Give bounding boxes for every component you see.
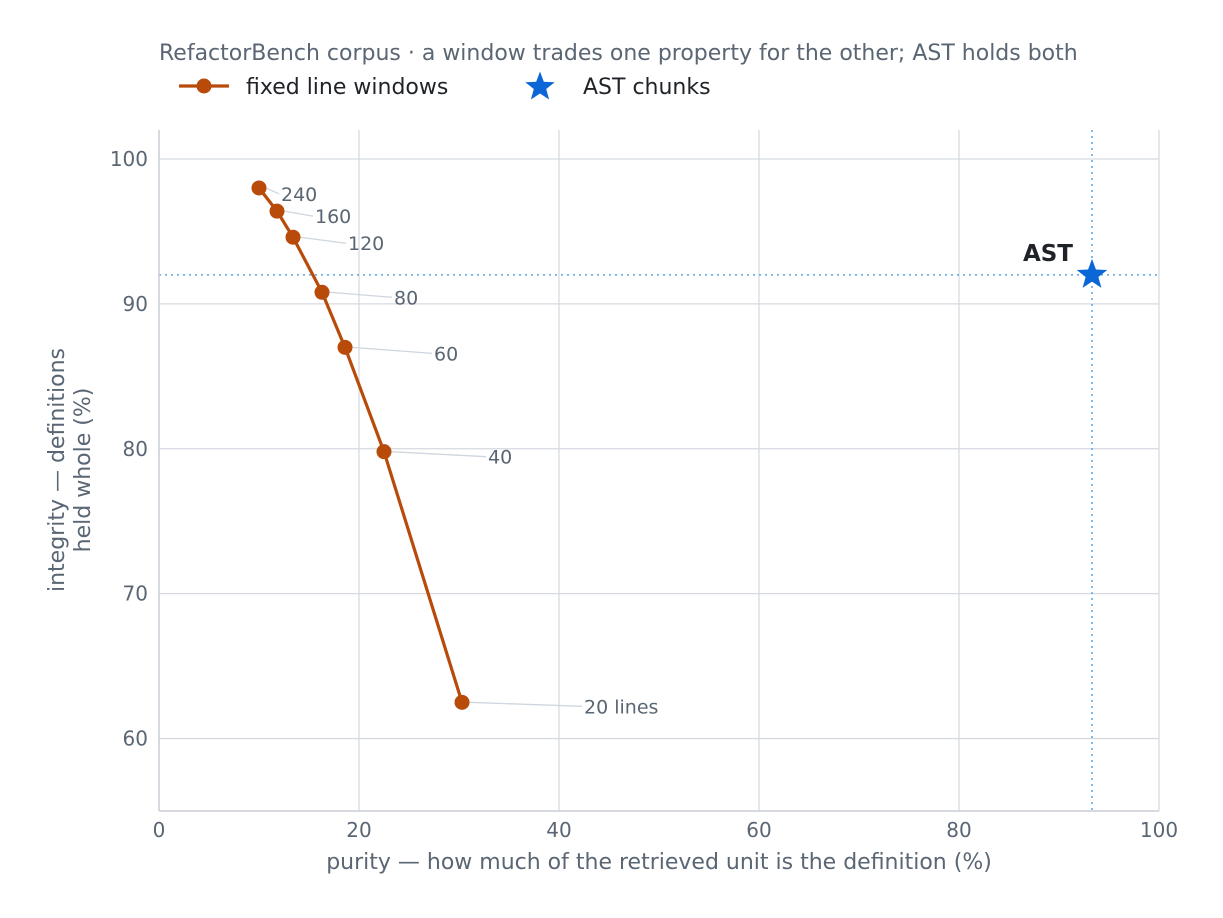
x-tick-label: 60	[746, 818, 771, 842]
legend-circle-marker	[196, 78, 212, 94]
y-tick-label: 100	[110, 147, 148, 171]
data-point-fixed-windows	[314, 284, 330, 300]
chart-title: RefactorBench corpus · a window trades o…	[159, 41, 1078, 66]
x-axis-label: purity — how much of the retrieved unit …	[326, 850, 992, 875]
data-point-fixed-windows	[285, 229, 301, 245]
legend-label-line-windows: fixed line windows	[246, 75, 448, 100]
y-tick-label: 60	[123, 727, 148, 751]
x-tick-label: 80	[946, 818, 971, 842]
data-label-window-size: 20 lines	[584, 696, 658, 718]
y-tick-label: 70	[123, 582, 148, 606]
label-leader-line	[299, 236, 347, 244]
legend-star-marker	[525, 71, 555, 100]
x-tick-label: 40	[546, 818, 571, 842]
label-leader-line	[351, 346, 433, 354]
data-label-window-size: 240	[281, 184, 317, 206]
label-leader-line	[328, 291, 393, 298]
data-point-fixed-windows	[337, 339, 353, 355]
label-leaders	[265, 187, 583, 707]
data-point-fixed-windows	[251, 180, 267, 196]
y-tick-label: 90	[123, 292, 148, 316]
series-line-fixed-windows	[257, 186, 464, 703]
label-leader-line	[468, 701, 583, 707]
data-point-fixed-windows	[376, 444, 392, 460]
data-point-fixed-windows	[269, 203, 285, 219]
legend: fixed line windows AST chunks	[179, 71, 711, 100]
label-leader-line	[283, 210, 314, 217]
y-tick-label: 80	[123, 437, 148, 461]
data-label-window-size: 120	[348, 233, 384, 255]
legend-label-ast: AST chunks	[583, 75, 711, 100]
y-axis-label: integrity — definitions held whole (%)	[45, 348, 96, 592]
data-label-window-size: 40	[488, 447, 512, 469]
y-axis-label-line-2: held whole (%)	[71, 388, 96, 553]
x-tick-label: 100	[1140, 818, 1178, 842]
data-label-ast: AST	[1023, 241, 1073, 267]
x-tick-label: 0	[153, 818, 166, 842]
data-label-window-size: 60	[434, 343, 458, 365]
label-leader-line	[390, 451, 487, 458]
series	[251, 180, 1108, 710]
reference-lines	[159, 130, 1159, 811]
grid	[159, 130, 1160, 811]
data-label-window-size: 160	[315, 206, 351, 228]
data-point-fixed-windows	[454, 694, 470, 710]
data-label-window-size: 80	[394, 287, 418, 309]
data-point-ast-star	[1076, 258, 1108, 288]
label-leader-line	[265, 187, 280, 195]
tick-labels: 0 20 40 60 80 100 60 70 80 90 100	[110, 147, 1178, 842]
x-tick-label: 20	[346, 818, 371, 842]
axes	[158, 130, 1159, 812]
y-axis-label-line-1: integrity — definitions	[45, 348, 70, 592]
